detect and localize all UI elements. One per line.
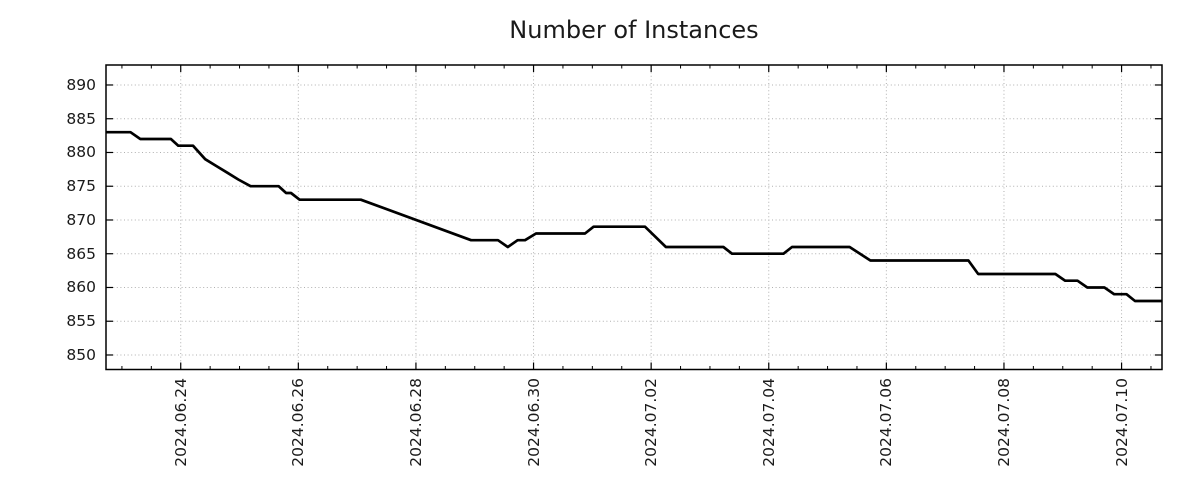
x-tick-label: 2024.07.04 [759, 377, 778, 467]
x-tick-label: 2024.06.28 [406, 377, 425, 467]
x-tick-label: 2024.07.08 [994, 377, 1013, 467]
y-tick-label: 865 [66, 244, 96, 263]
x-tick-label: 2024.06.24 [171, 377, 190, 467]
y-tick-label: 850 [66, 345, 96, 364]
y-tick-label: 870 [66, 210, 96, 229]
x-tick-label: 2024.07.02 [642, 377, 661, 467]
x-tick-label: 2024.06.30 [524, 377, 543, 467]
y-tick-label: 860 [66, 278, 96, 297]
x-tick-label: 2024.07.10 [1112, 377, 1131, 467]
x-tick-label: 2024.06.26 [289, 377, 308, 467]
y-tick-label: 890 [66, 75, 96, 94]
y-tick-label: 880 [66, 143, 96, 162]
plot-frame [105, 64, 1163, 371]
y-tick-label: 855 [66, 312, 96, 331]
chart-title: Number of Instances [509, 16, 759, 44]
x-tick-label: 2024.07.06 [877, 377, 896, 467]
y-tick-label: 875 [66, 177, 96, 196]
y-tick-label: 885 [66, 109, 96, 128]
series-line [106, 130, 1162, 303]
